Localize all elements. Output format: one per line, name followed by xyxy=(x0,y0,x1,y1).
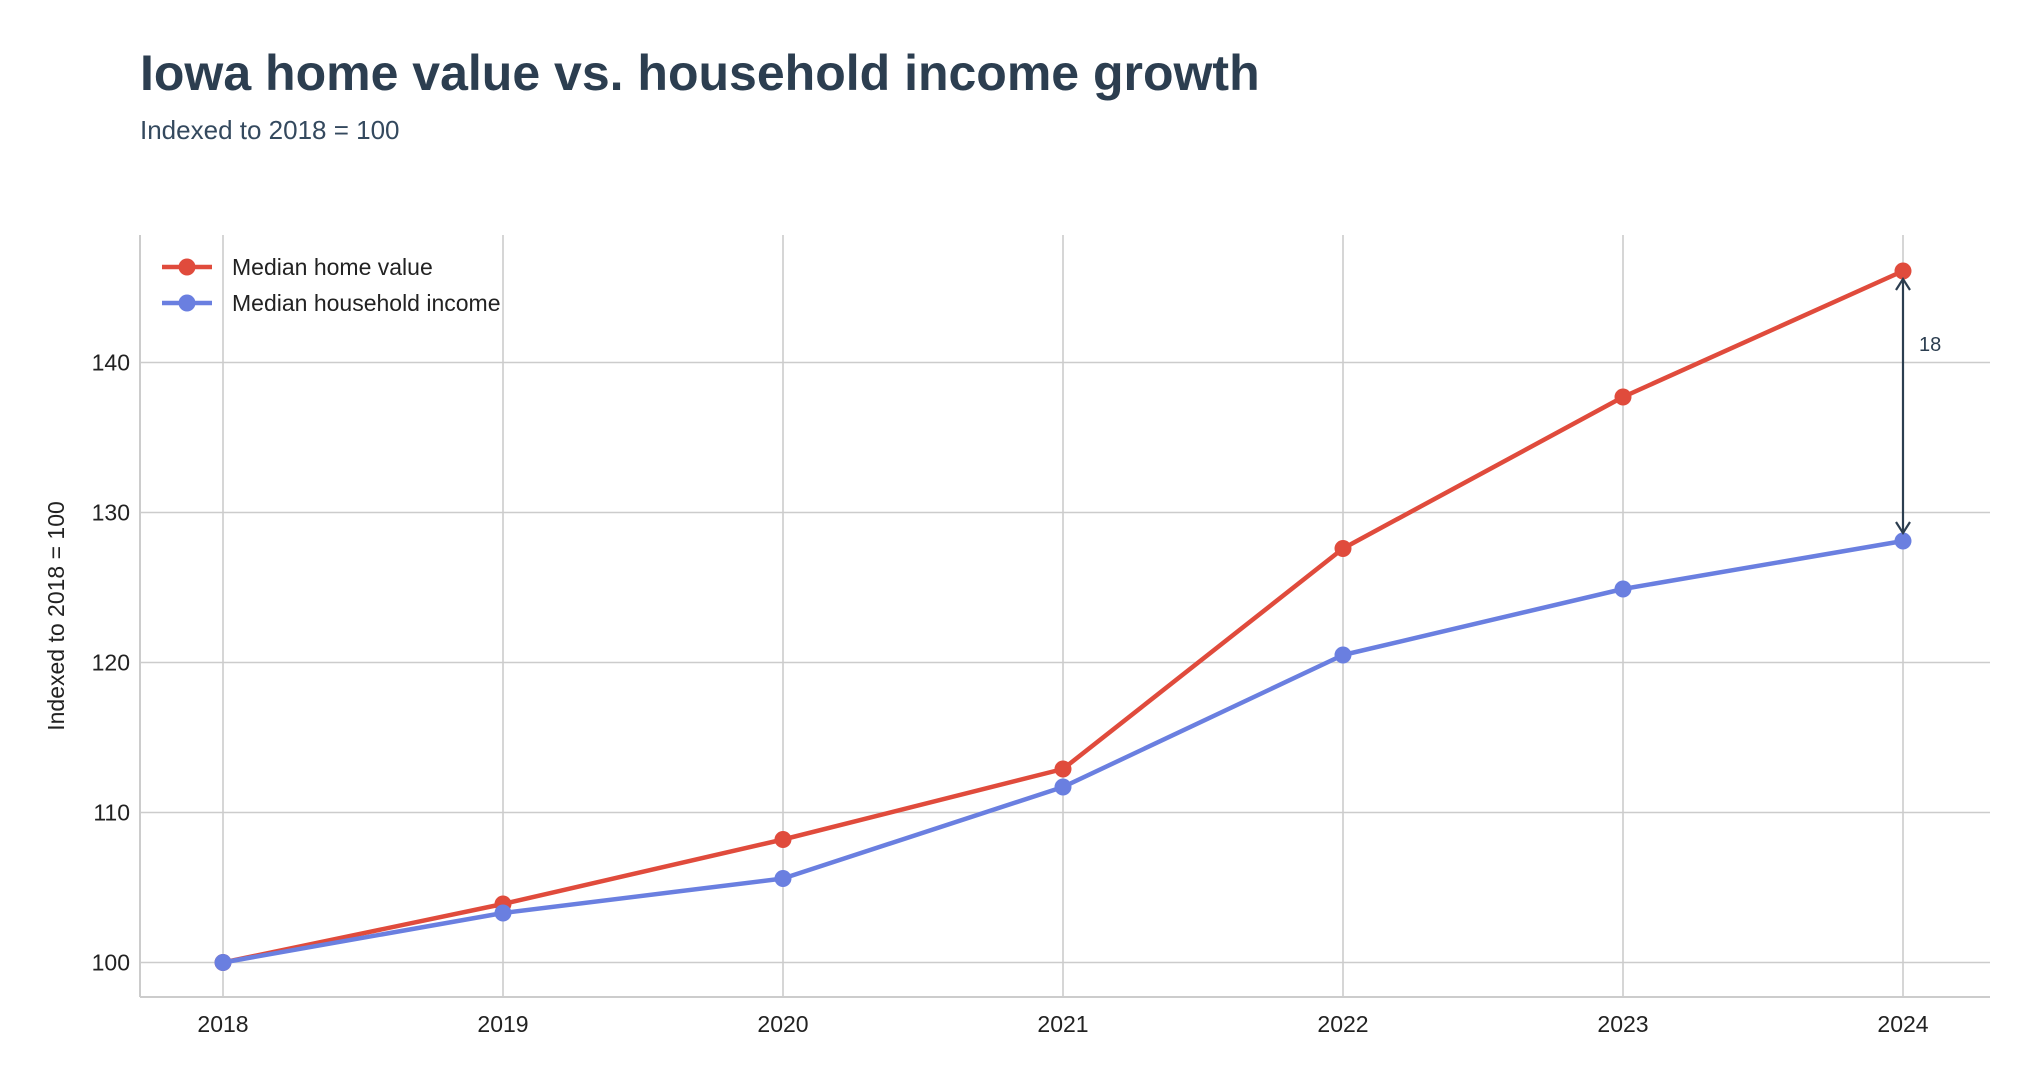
gap-arrow-head-bottom xyxy=(1895,521,1911,536)
y-tick-label: 130 xyxy=(92,500,130,526)
legend-item: Median home value xyxy=(162,254,433,280)
series xyxy=(214,262,1912,971)
x-tick-label: 2020 xyxy=(757,1011,808,1037)
data-point xyxy=(1054,760,1072,778)
grid-lines xyxy=(140,235,1990,997)
legend-label: Median household income xyxy=(232,290,501,316)
annotation: 18 xyxy=(1895,276,1941,536)
y-tick-label: 120 xyxy=(92,650,130,676)
data-point xyxy=(774,870,792,887)
y-axis-title: Indexed to 2018 = 100 xyxy=(43,501,69,731)
tick-labels: 2018 2019 2020 2021 2022 2023 2024 100 110 120 130… xyxy=(92,350,1929,1038)
data-point xyxy=(494,904,512,922)
data-point xyxy=(1334,646,1352,664)
gap-arrow-head-top xyxy=(1895,276,1911,291)
axes xyxy=(139,235,1990,998)
data-point xyxy=(774,831,792,848)
data-point xyxy=(1054,778,1072,796)
x-tick-label: 2022 xyxy=(1317,1011,1368,1037)
data-point xyxy=(214,954,232,971)
legend-label: Median home value xyxy=(232,254,433,280)
data-point xyxy=(1334,540,1352,557)
data-point xyxy=(1614,580,1632,598)
x-tick-label: 2018 xyxy=(197,1011,248,1037)
chart-title: Iowa home value vs. household income gro… xyxy=(140,45,1260,101)
legend-swatch-marker xyxy=(178,294,196,312)
x-tick-label: 2024 xyxy=(1877,1011,1928,1037)
y-tick-label: 140 xyxy=(92,350,130,376)
data-point xyxy=(1614,388,1632,406)
legend: Median home value Median household income xyxy=(162,254,501,316)
x-tick-label: 2023 xyxy=(1597,1011,1648,1037)
series-household-income xyxy=(214,532,1912,971)
x-tick-label: 2019 xyxy=(477,1011,528,1037)
x-tick-label: 2021 xyxy=(1037,1011,1088,1037)
legend-swatch-marker xyxy=(178,258,196,276)
legend-item: Median household income xyxy=(162,290,501,316)
data-point xyxy=(1894,262,1912,280)
gap-annotation-label: 18 xyxy=(1919,334,1941,356)
chart-subtitle: Indexed to 2018 = 100 xyxy=(140,115,400,145)
y-tick-label: 110 xyxy=(93,800,130,826)
data-point xyxy=(1894,532,1912,550)
y-tick-label: 100 xyxy=(92,950,130,976)
